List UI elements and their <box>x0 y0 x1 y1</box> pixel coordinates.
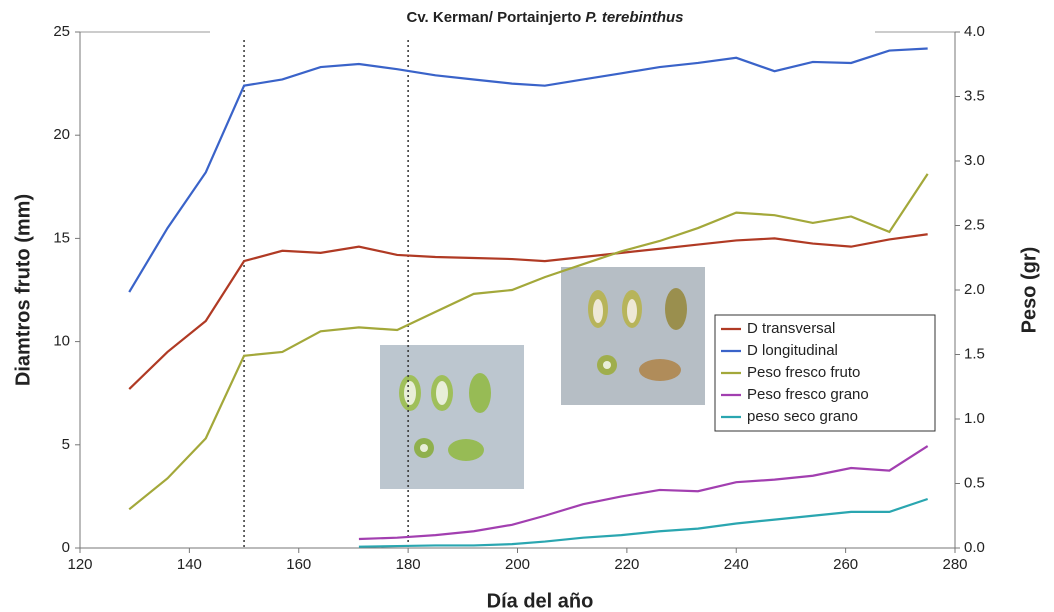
photo <box>380 345 524 489</box>
y-tick-label: 20 <box>53 126 70 143</box>
y2-tick-label: 2.0 <box>964 281 985 298</box>
y-tick-label: 5 <box>62 436 70 453</box>
photo <box>561 267 705 405</box>
y2-tick-label: 4.0 <box>964 23 985 40</box>
y2-tick-label: 1.5 <box>964 345 985 362</box>
y-tick-label: 0 <box>62 539 70 556</box>
y2-tick-label: 0.0 <box>964 539 985 556</box>
x-tick-label: 120 <box>67 556 92 573</box>
y2-tick-label: 3.5 <box>964 87 985 104</box>
y2-axis-title: Peso (gr) <box>1018 247 1040 334</box>
series-line <box>358 445 929 541</box>
title-part: Cv. Kerman/ Portainjerto <box>406 9 581 26</box>
x-tick-label: 220 <box>614 556 639 573</box>
y2-tick-label: 2.5 <box>964 216 985 233</box>
y2-tick-label: 1.0 <box>964 410 985 427</box>
series-line <box>358 497 929 548</box>
legend-label: peso seco grano <box>747 408 858 425</box>
x-tick-label: 260 <box>833 556 858 573</box>
y-tick-label: 25 <box>53 23 70 40</box>
y-tick-label: 15 <box>53 229 70 246</box>
legend-label: D longitudinal <box>747 342 838 359</box>
x-tick-label: 240 <box>724 556 749 573</box>
x-tick-label: 180 <box>396 556 421 573</box>
legend-box <box>714 314 936 432</box>
series-line <box>128 173 929 511</box>
legend-label: D transversal <box>747 320 835 337</box>
y-axis-title: Diamtros fruto (mm) <box>12 194 34 386</box>
legend-label: Peso fresco fruto <box>747 364 860 381</box>
y-tick-label: 10 <box>53 333 70 350</box>
x-tick-label: 280 <box>942 556 967 573</box>
x-axis-title: Día del año <box>487 590 594 612</box>
y2-tick-label: 0.5 <box>964 474 985 491</box>
series-line <box>128 47 928 293</box>
x-tick-label: 160 <box>286 556 311 573</box>
y2-tick-label: 3.0 <box>964 152 985 169</box>
x-tick-label: 200 <box>505 556 530 573</box>
series-line <box>128 233 928 390</box>
chart-title: Cv. Kerman/ Portainjerto P. terebinthus <box>406 9 683 26</box>
x-tick-label: 140 <box>177 556 202 573</box>
legend-label: Peso fresco grano <box>747 386 869 403</box>
title-part: P. terebinthus <box>585 9 683 26</box>
